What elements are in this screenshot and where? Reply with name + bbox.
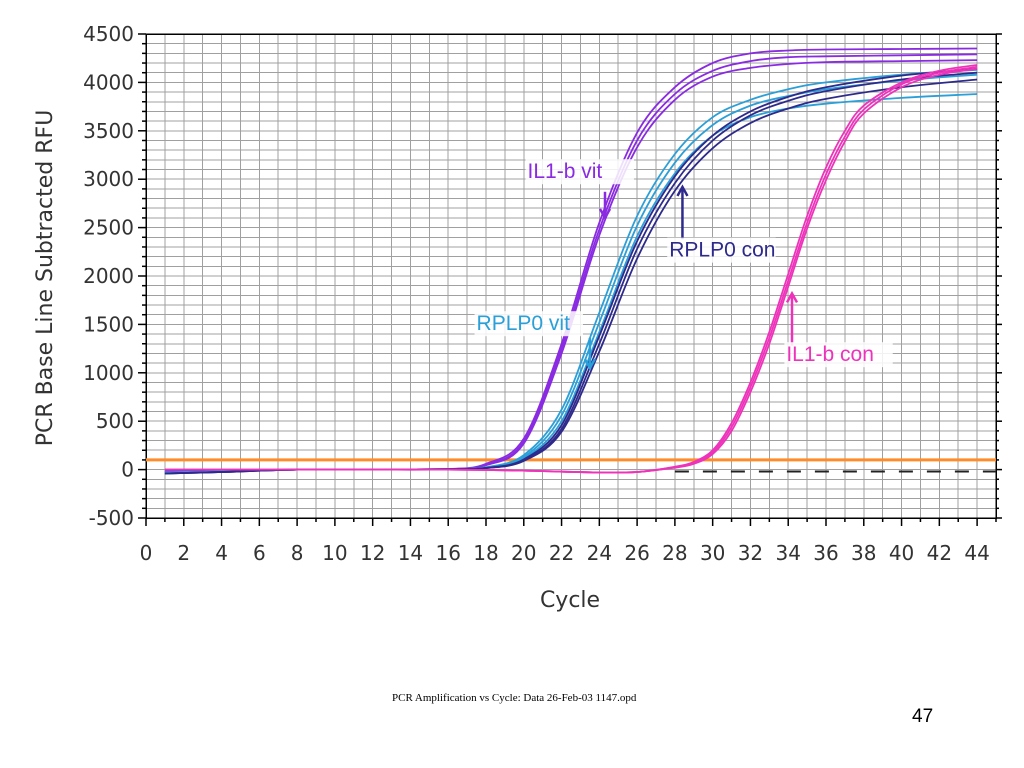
x-tick-label: 30 [700, 541, 725, 565]
annotation-label-bg [525, 159, 634, 185]
annotation-arrow-head [598, 208, 612, 221]
x-tick-label: 42 [927, 541, 952, 565]
annotation-label-bg [667, 237, 776, 263]
x-tick-label: 2 [177, 541, 190, 565]
x-tick-label: 40 [889, 541, 914, 565]
x-tick-label: 34 [775, 541, 800, 565]
annotation-label: RPLP0 con [669, 239, 775, 262]
tick-labels: 0 2 4 6 8 10 12 14 16 18 20 22 24 26 28 30 32 34 36 38 40 42 4… [83, 22, 990, 565]
gridlines [145, 33, 997, 519]
annotation-label: IL1-b con [786, 343, 874, 366]
x-tick-label: 18 [473, 541, 498, 565]
x-tick-label: 8 [291, 541, 304, 565]
annotation-label: IL1-b vit [528, 160, 603, 183]
y-tick-label: 3500 [83, 119, 134, 143]
x-axis-title: Cycle [540, 588, 600, 613]
y-axis-title: PCR Base Line Subtracted RFU [33, 110, 58, 447]
x-tick-label: 22 [549, 541, 574, 565]
x-tick-label: 38 [851, 541, 876, 565]
x-tick-label: 0 [140, 541, 153, 565]
series-line-il1b_vit-1 [164, 53, 978, 473]
chart-caption: PCR Amplification vs Cycle: Data 26-Feb-… [392, 692, 637, 704]
x-tick-label: 24 [587, 541, 612, 565]
y-tick-label: 1000 [83, 361, 134, 385]
y-tick-label: 2500 [83, 216, 134, 240]
y-tick-label: 4000 [83, 70, 134, 94]
slide-number: 47 [912, 706, 934, 727]
x-tick-label: 12 [360, 541, 385, 565]
annotation-arrow-head [583, 358, 596, 371]
x-tick-label: 10 [322, 541, 347, 565]
x-tick-label: 6 [253, 541, 266, 565]
x-tick-label: 28 [662, 541, 687, 565]
x-tick-label: 32 [738, 541, 763, 565]
y-tick-label: 500 [96, 409, 134, 433]
annotation-label-bg [784, 342, 893, 368]
annotation-label: RPLP0 vit [477, 312, 571, 335]
annotations: IL1-b vit RPLP0 con RPLP0 vit IL1-b con [474, 159, 893, 371]
y-tick-label: 4500 [83, 22, 134, 46]
annotation-arrow-head [676, 184, 689, 197]
y-tick-label: 2000 [83, 264, 134, 288]
x-tick-label: 44 [964, 541, 989, 565]
x-tick-label: 26 [624, 541, 649, 565]
x-tick-label: 16 [435, 541, 460, 565]
x-tick-label: 4 [215, 541, 228, 565]
series-line-il1b_con-11 [164, 67, 978, 474]
annotation-label-bg [474, 311, 583, 337]
x-tick-label: 36 [813, 541, 838, 565]
y-tick-label: 3000 [83, 167, 134, 191]
series-lines [164, 47, 996, 475]
axes-frame [138, 33, 1002, 526]
y-tick-label: 0 [121, 458, 134, 482]
y-tick-label: -500 [89, 506, 134, 530]
x-tick-label: 14 [398, 541, 423, 565]
annotation-arrow-head [785, 290, 799, 304]
x-tick-label: 20 [511, 541, 536, 565]
y-tick-label: 1500 [83, 312, 134, 336]
